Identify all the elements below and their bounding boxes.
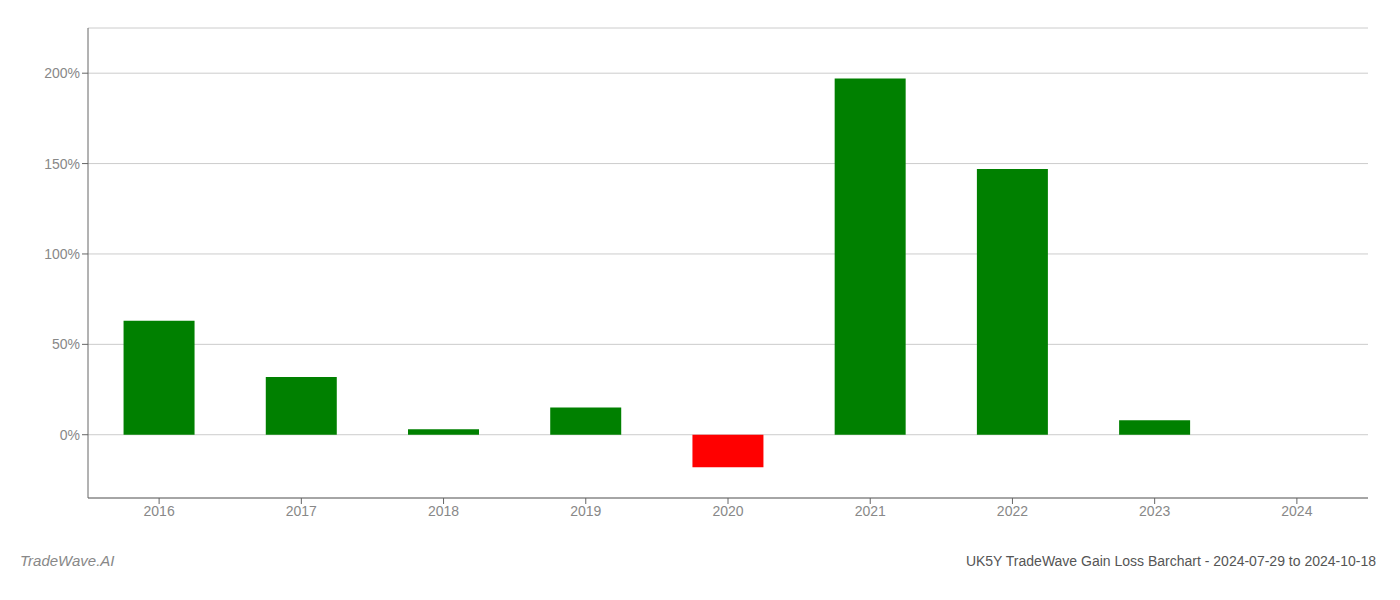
svg-text:2024: 2024	[1281, 503, 1312, 519]
html-text:TradeWave.AI: TradeWave.AI	[20, 552, 115, 569]
svg-text:2018: 2018	[428, 503, 459, 519]
svg-text:2022: 2022	[997, 503, 1028, 519]
svg-text:2020: 2020	[712, 503, 743, 519]
svg-text:2023: 2023	[1139, 503, 1170, 519]
svg-text:0%: 0%	[60, 427, 80, 443]
svg-text:2017: 2017	[286, 503, 317, 519]
svg-text:2019: 2019	[570, 503, 601, 519]
svg-text:2016: 2016	[144, 503, 175, 519]
svg-text:150%: 150%	[44, 156, 80, 172]
html-text:UK5Y TradeWave Gain Loss Barch: UK5Y TradeWave Gain Loss Barchart - 2024…	[965, 553, 1376, 569]
svg-text:2021: 2021	[855, 503, 886, 519]
svg-text:200%: 200%	[44, 65, 80, 81]
svg-text:100%: 100%	[44, 246, 80, 262]
svg-text:50%: 50%	[52, 336, 80, 352]
